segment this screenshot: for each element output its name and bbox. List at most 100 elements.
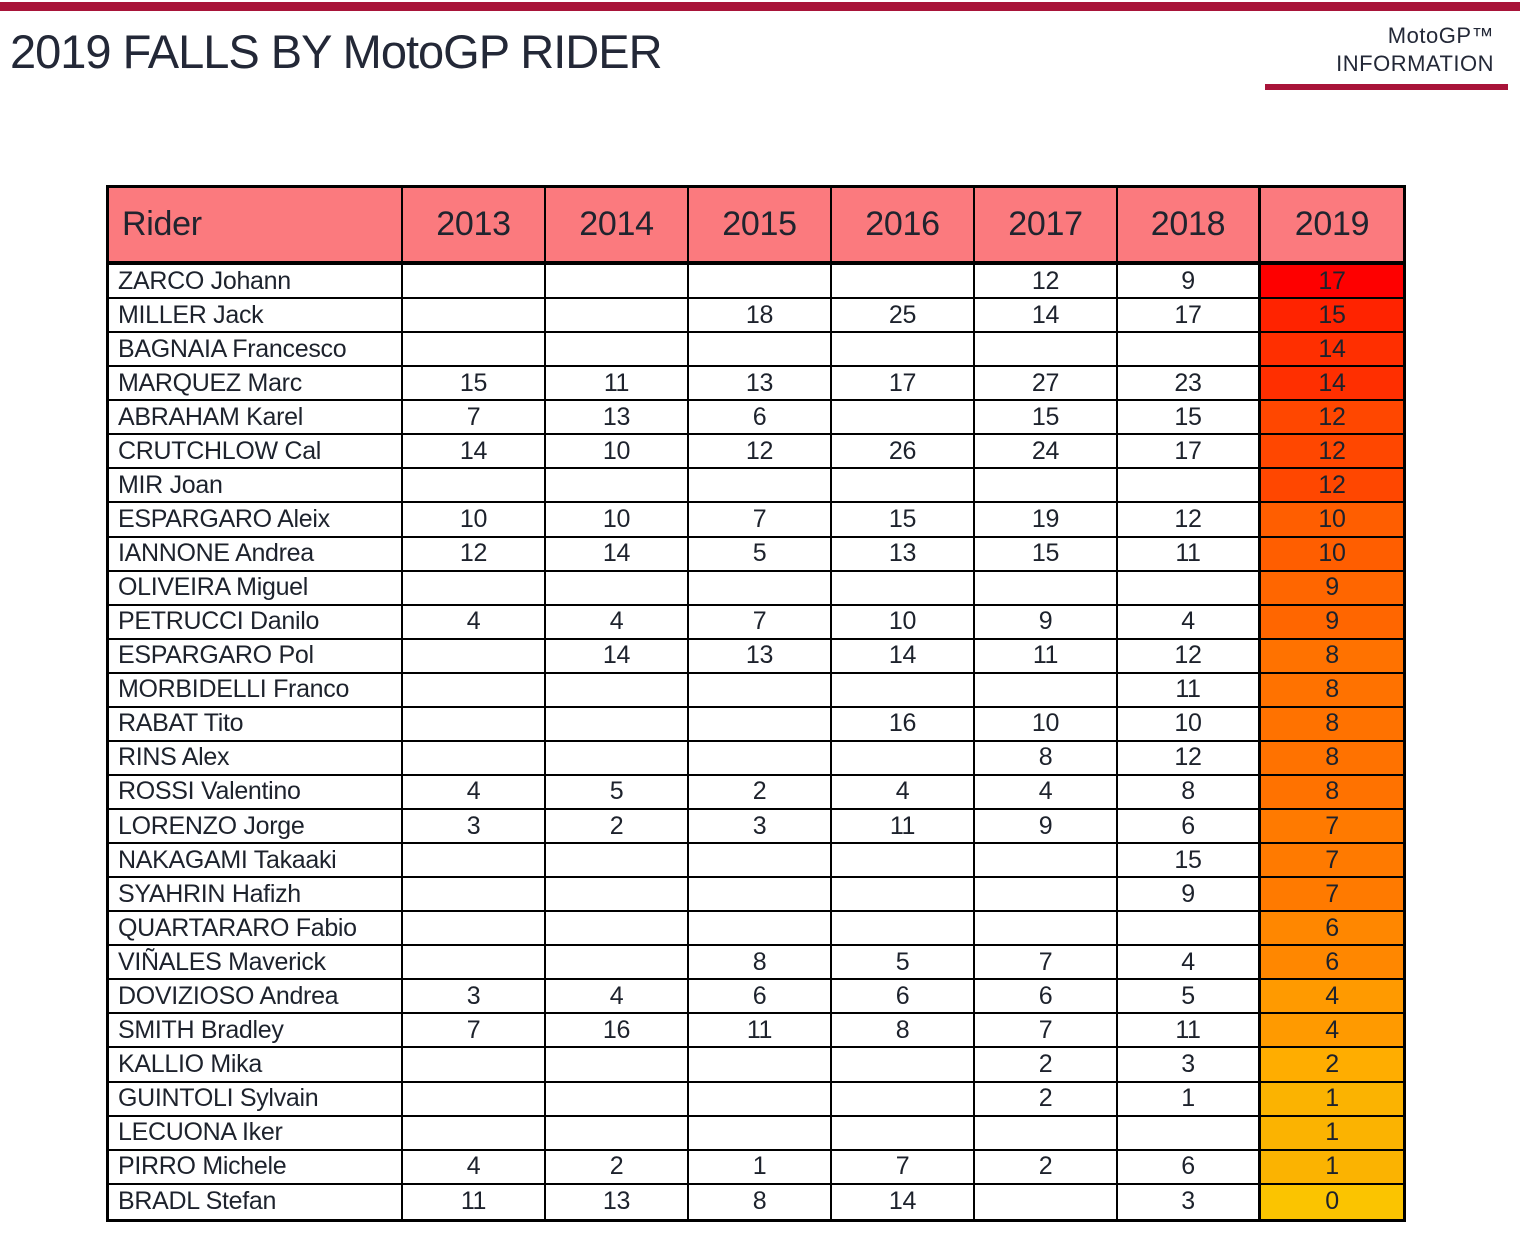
falls-value-cell: 11	[546, 367, 689, 402]
falls-value-cell	[832, 469, 975, 504]
rider-name-cell: RINS Alex	[109, 741, 403, 776]
falls-value-cell: 2	[975, 1082, 1118, 1117]
falls-value-cell: 2	[546, 1150, 689, 1185]
falls-2019-cell: 14	[1261, 367, 1403, 402]
falls-value-cell	[403, 844, 546, 879]
falls-value-cell: 9	[975, 605, 1118, 640]
falls-2019-cell: 4	[1261, 1014, 1403, 1049]
rider-name-cell: MORBIDELLI Franco	[109, 673, 403, 708]
falls-value-cell	[689, 571, 832, 606]
falls-value-cell: 13	[689, 367, 832, 402]
falls-value-cell: 4	[403, 1150, 546, 1185]
falls-value-cell: 7	[832, 1150, 975, 1185]
falls-value-cell	[546, 469, 689, 504]
falls-value-cell: 2	[546, 810, 689, 845]
falls-2019-cell: 15	[1261, 299, 1403, 334]
falls-value-cell	[546, 265, 689, 300]
falls-2019-cell: 0	[1261, 1184, 1403, 1219]
falls-value-cell	[1118, 1116, 1261, 1151]
falls-value-cell: 14	[832, 639, 975, 674]
falls-value-cell	[689, 469, 832, 504]
falls-value-cell	[403, 673, 546, 708]
falls-value-cell	[689, 333, 832, 368]
falls-table: Rider 2013 2014 2015 2016 2017 2018 2019 ZARCO J…	[109, 188, 1403, 1219]
falls-value-cell: 2	[975, 1150, 1118, 1185]
falls-value-cell	[546, 299, 689, 334]
falls-value-cell: 2	[975, 1048, 1118, 1083]
falls-value-cell: 4	[403, 605, 546, 640]
falls-value-cell: 15	[403, 367, 546, 402]
falls-value-cell: 8	[1118, 775, 1261, 810]
falls-2019-cell: 8	[1261, 741, 1403, 776]
falls-2019-cell: 7	[1261, 878, 1403, 913]
falls-value-cell: 7	[403, 401, 546, 436]
falls-value-cell: 4	[975, 775, 1118, 810]
rider-name-cell: MILLER Jack	[109, 299, 403, 334]
falls-value-cell: 26	[832, 435, 975, 470]
falls-value-cell: 23	[1118, 367, 1261, 402]
falls-value-cell: 15	[1118, 844, 1261, 879]
falls-2019-cell: 1	[1261, 1082, 1403, 1117]
rider-name-cell: PIRRO Michele	[109, 1150, 403, 1185]
falls-value-cell: 10	[1118, 707, 1261, 742]
falls-value-cell: 14	[832, 1184, 975, 1219]
falls-value-cell: 11	[975, 639, 1118, 674]
falls-value-cell	[975, 333, 1118, 368]
falls-value-cell: 15	[975, 401, 1118, 436]
column-header-year-2014: 2014	[546, 188, 689, 265]
falls-value-cell	[1118, 571, 1261, 606]
falls-table-frame: Rider 2013 2014 2015 2016 2017 2018 2019 ZARCO J…	[106, 185, 1406, 1222]
falls-value-cell: 4	[1118, 605, 1261, 640]
falls-2019-cell: 7	[1261, 810, 1403, 845]
falls-value-cell	[832, 741, 975, 776]
falls-2019-cell: 8	[1261, 775, 1403, 810]
falls-value-cell: 4	[546, 980, 689, 1015]
rider-name-cell: ESPARGARO Pol	[109, 639, 403, 674]
falls-value-cell	[689, 878, 832, 913]
falls-value-cell: 7	[975, 946, 1118, 981]
falls-2019-cell: 14	[1261, 333, 1403, 368]
falls-value-cell: 14	[975, 299, 1118, 334]
rider-name-cell: GUINTOLI Sylvain	[109, 1082, 403, 1117]
falls-value-cell	[975, 571, 1118, 606]
falls-value-cell	[403, 878, 546, 913]
falls-value-cell: 14	[403, 435, 546, 470]
brand-block: MotoGP™ INFORMATION	[1336, 22, 1494, 78]
page-title: 2019 FALLS BY MotoGP RIDER	[10, 25, 663, 78]
falls-value-cell: 12	[1118, 639, 1261, 674]
falls-value-cell	[546, 912, 689, 947]
falls-2019-cell: 12	[1261, 435, 1403, 470]
falls-value-cell	[1118, 469, 1261, 504]
column-header-year-2013: 2013	[403, 188, 546, 265]
falls-value-cell	[975, 469, 1118, 504]
rider-name-cell: ROSSI Valentino	[109, 775, 403, 810]
falls-value-cell	[689, 1116, 832, 1151]
falls-value-cell	[546, 571, 689, 606]
rider-name-cell: QUARTARARO Fabio	[109, 912, 403, 947]
falls-value-cell: 27	[975, 367, 1118, 402]
falls-value-cell	[832, 878, 975, 913]
falls-value-cell: 13	[832, 537, 975, 572]
falls-value-cell: 7	[689, 605, 832, 640]
brand-information-label: INFORMATION	[1336, 51, 1494, 76]
falls-value-cell: 1	[689, 1150, 832, 1185]
falls-value-cell: 10	[546, 503, 689, 538]
rider-name-cell: BAGNAIA Francesco	[109, 333, 403, 368]
falls-value-cell: 15	[832, 503, 975, 538]
falls-value-cell	[975, 878, 1118, 913]
falls-value-cell	[403, 571, 546, 606]
falls-value-cell: 12	[1118, 741, 1261, 776]
falls-value-cell: 6	[1118, 1150, 1261, 1185]
falls-value-cell: 9	[1118, 878, 1261, 913]
falls-value-cell	[975, 1184, 1118, 1219]
falls-2019-cell: 12	[1261, 401, 1403, 436]
falls-value-cell	[689, 1082, 832, 1117]
falls-2019-cell: 6	[1261, 946, 1403, 981]
falls-value-cell	[832, 1048, 975, 1083]
falls-value-cell	[1118, 333, 1261, 368]
falls-2019-cell: 8	[1261, 707, 1403, 742]
falls-value-cell	[546, 741, 689, 776]
falls-value-cell	[546, 1082, 689, 1117]
column-header-year-2018: 2018	[1118, 188, 1261, 265]
falls-value-cell: 8	[689, 946, 832, 981]
